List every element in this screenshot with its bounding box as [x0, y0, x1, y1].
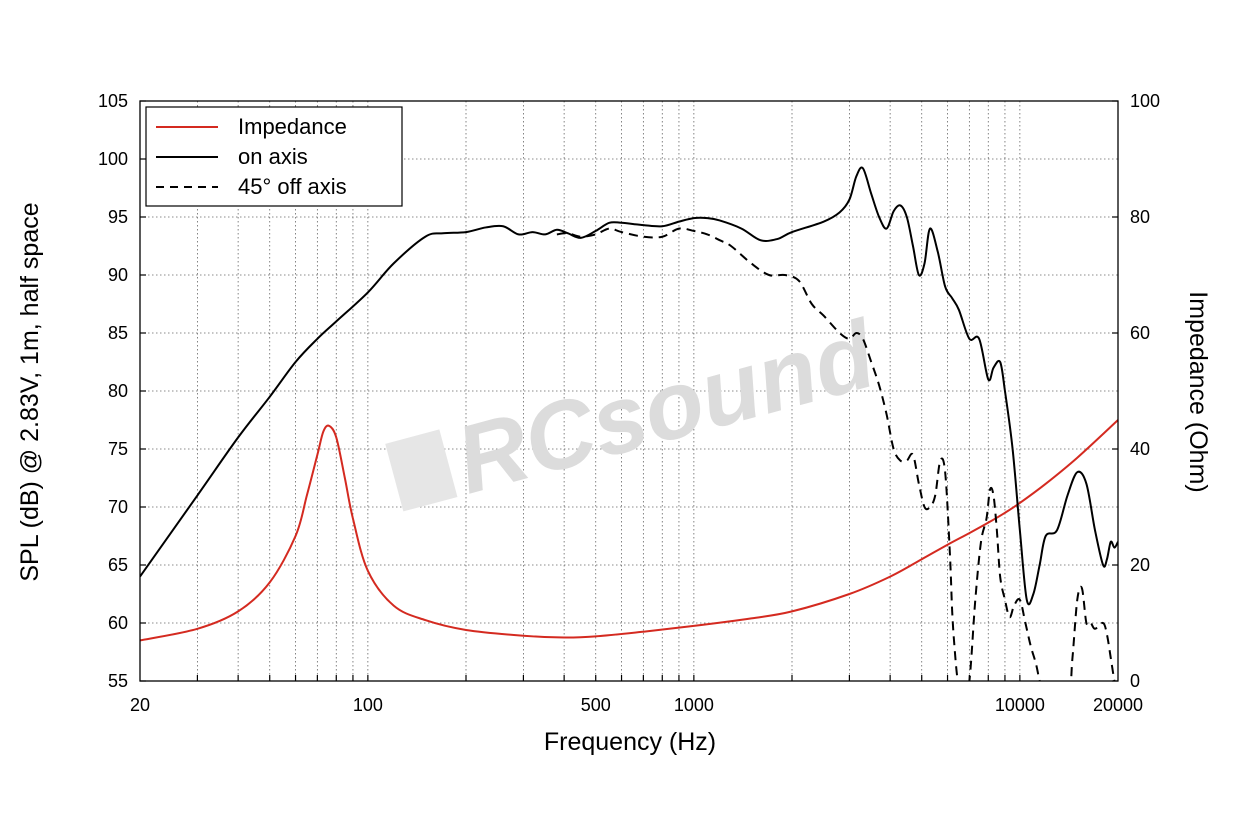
plot-series [140, 166, 1118, 681]
y-left-tick-label: 105 [98, 91, 128, 111]
y-right-axis-title: Impedance (Ohm) [1184, 291, 1212, 492]
y-right-tick-label: 80 [1130, 207, 1150, 227]
y-right-tick-label: 0 [1130, 671, 1140, 691]
tick-marks [140, 100, 1118, 682]
y-right-tick-label: 40 [1130, 439, 1150, 459]
y-left-tick-label: 65 [108, 555, 128, 575]
watermark-icon [385, 429, 458, 512]
y-left-tick-label: 70 [108, 497, 128, 517]
y-left-tick-label: 80 [108, 381, 128, 401]
series-line-impedance [140, 419, 1118, 642]
x-axis-title: Frequency (Hz) [544, 728, 716, 756]
series-line-on-axis [140, 166, 1118, 606]
legend: Impedance on axis 45° off axis [145, 106, 403, 207]
legend-label-on-axis: on axis [238, 144, 308, 169]
y-right-tick-label: 100 [1130, 91, 1160, 111]
y-left-tick-label: 100 [98, 149, 128, 169]
y-left-tick-labels: 55 60 65 70 75 80 85 90 95 100 105 [98, 91, 128, 691]
watermark-text: RCsound [446, 300, 888, 514]
y-left-tick-label: 90 [108, 265, 128, 285]
x-tick-label: 500 [581, 695, 611, 715]
x-tick-label: 1000 [674, 695, 714, 715]
y-left-axis-title: SPL (dB) @ 2.83V, 1m, half space [16, 202, 44, 581]
x-tick-label: 20 [130, 695, 150, 715]
y-left-tick-label: 55 [108, 671, 128, 691]
series-line-off-axis [556, 227, 1116, 681]
legend-label-impedance: Impedance [238, 114, 347, 139]
y-left-tick-label: 60 [108, 613, 128, 633]
x-tick-label: 10000 [995, 695, 1045, 715]
x-tick-labels: 20 100 500 1000 10000 20000 [130, 695, 1143, 715]
watermark-logo: RCsound [385, 300, 888, 514]
y-left-tick-label: 85 [108, 323, 128, 343]
y-left-tick-label: 95 [108, 207, 128, 227]
y-right-tick-label: 20 [1130, 555, 1150, 575]
y-right-tick-label: 60 [1130, 323, 1150, 343]
legend-label-off-axis: 45° off axis [238, 174, 347, 199]
y-left-tick-label: 75 [108, 439, 128, 459]
x-tick-label: 100 [353, 695, 383, 715]
x-tick-label: 20000 [1093, 695, 1143, 715]
y-right-tick-labels: 0 20 40 60 80 100 [1130, 91, 1160, 691]
